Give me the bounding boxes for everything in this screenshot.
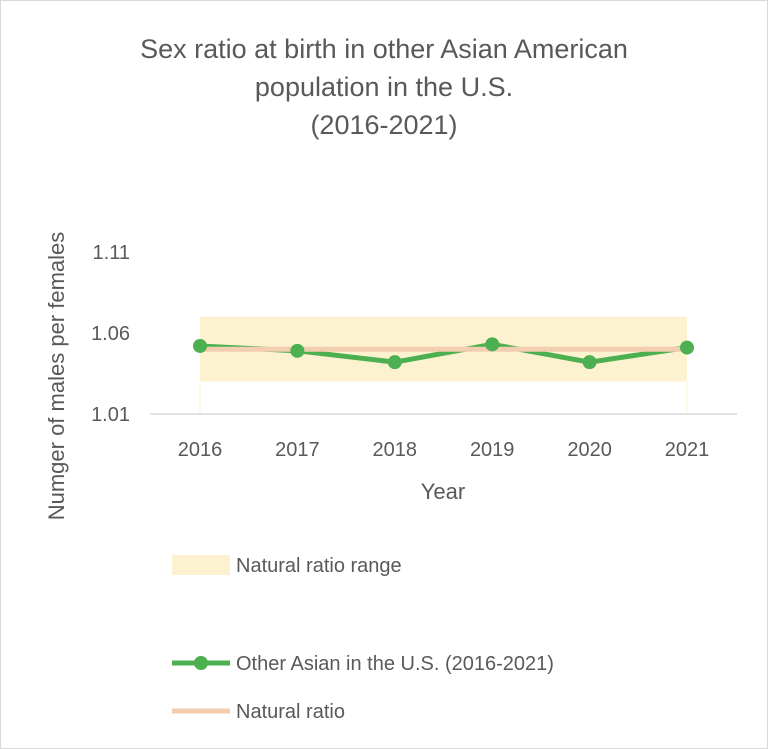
series-point-other-asian bbox=[290, 343, 305, 358]
x-tick-labels: 2016 2017 2018 2019 2020 2021 bbox=[178, 439, 710, 461]
series-point-other-asian bbox=[387, 355, 402, 370]
chart-title-line-2: population in the U.S. bbox=[254, 72, 514, 102]
chart-title-line-3: (2016-2021) bbox=[310, 110, 458, 140]
chart-title-line-1: Sex ratio at birth in other Asian Americ… bbox=[140, 34, 628, 64]
series-point-other-asian bbox=[193, 338, 207, 353]
x-tick-label: 2021 bbox=[665, 439, 710, 461]
legend-label-natural-range: Natural ratio range bbox=[236, 555, 402, 577]
y-tick-label: 1.01 bbox=[91, 404, 130, 426]
series-layer bbox=[193, 337, 694, 370]
y-tick-label: 1.11 bbox=[93, 242, 130, 264]
legend-label-natural-ratio: Natural ratio bbox=[236, 701, 345, 723]
y-axis-title: Numger of males per females bbox=[44, 232, 69, 521]
series-point-other-asian bbox=[485, 337, 500, 352]
series-point-other-asian bbox=[582, 355, 597, 370]
legend-swatch-other-asian-marker bbox=[194, 656, 208, 670]
series-point-other-asian bbox=[680, 340, 694, 355]
x-tick-label: 2018 bbox=[373, 439, 418, 461]
x-tick-label: 2016 bbox=[178, 439, 223, 461]
x-tick-label: 2017 bbox=[275, 439, 320, 461]
x-tick-label: 2019 bbox=[470, 439, 515, 461]
y-tick-label: 1.06 bbox=[91, 323, 130, 345]
legend-swatch-natural-range bbox=[172, 555, 230, 575]
y-tick-labels: 1.11 1.06 1.01 bbox=[91, 242, 130, 426]
x-tick-label: 2020 bbox=[567, 439, 612, 461]
chart-title: Sex ratio at birth in other Asian Americ… bbox=[0, 30, 768, 144]
x-axis-title: Year bbox=[421, 479, 465, 504]
natural-range-band-layer bbox=[199, 316, 688, 414]
legend-label-other-asian: Other Asian in the U.S. (2016-2021) bbox=[236, 653, 554, 675]
